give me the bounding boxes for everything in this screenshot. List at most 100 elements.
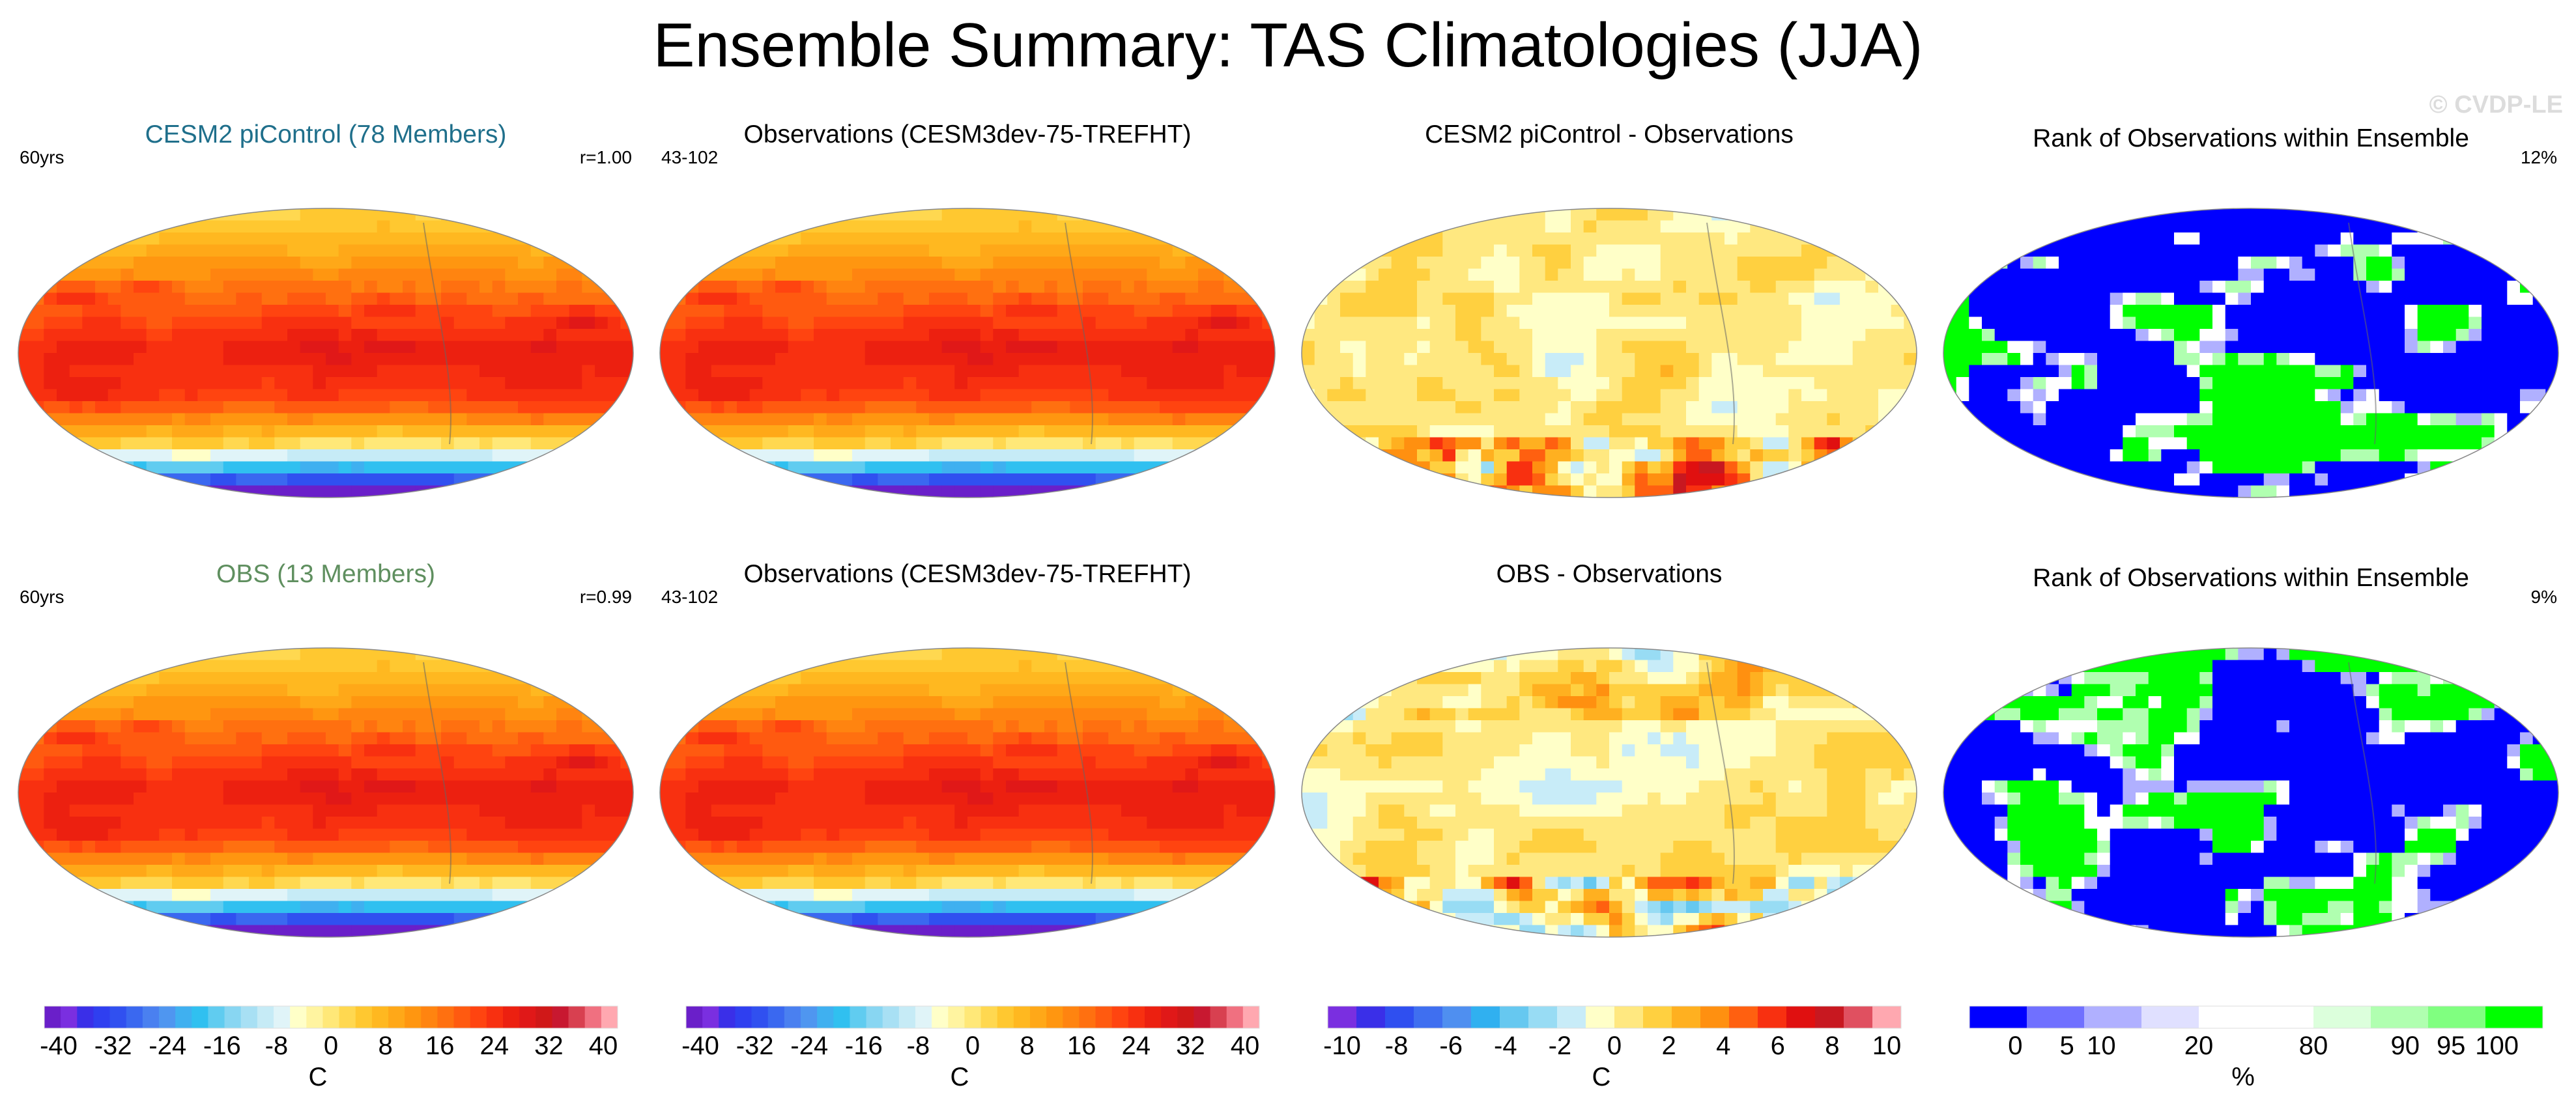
map-cell (249, 437, 263, 450)
map-cell (941, 244, 955, 257)
map-cell (1404, 268, 1418, 281)
map-cell (403, 413, 416, 426)
map-cell (2353, 389, 2367, 402)
map-cell (1763, 389, 1777, 402)
map-cell (1558, 377, 1571, 390)
map-cell (1969, 425, 1982, 438)
map-cell (107, 473, 121, 486)
map-cell (2110, 389, 2123, 402)
map-cell (1481, 244, 1495, 257)
map-cell (441, 425, 455, 438)
map-cell (2482, 353, 2495, 366)
map-cell (1635, 281, 1648, 294)
map-cell (954, 329, 968, 342)
map-cell (1865, 208, 1879, 221)
map-cell (2532, 232, 2546, 246)
map-cell (2186, 437, 2200, 450)
map-cell (2097, 305, 2111, 318)
map-cell (1673, 257, 1687, 270)
map-cell (2212, 305, 2226, 318)
map-cell (852, 316, 866, 330)
map-cell (403, 316, 416, 330)
map-cell (69, 672, 83, 685)
map-cell (69, 353, 83, 366)
map-cell (2353, 425, 2367, 438)
map-cell (1262, 244, 1275, 257)
map-cell (1814, 292, 1827, 305)
map-cell (2507, 341, 2521, 354)
map-cell (1788, 461, 1802, 474)
map-cell (1775, 437, 1789, 450)
map-cell (184, 232, 198, 246)
map-cell (453, 437, 467, 450)
map-cesm2-minus-obs (1301, 208, 1917, 498)
map-cell (698, 413, 712, 426)
map-cell (338, 660, 352, 673)
map-cell (903, 473, 917, 486)
map-cell (1673, 413, 1687, 426)
map-cell (582, 461, 595, 474)
map-cell (2148, 425, 2162, 438)
map-cell (453, 672, 467, 685)
map-cell (1147, 244, 1160, 257)
map-cell (134, 732, 147, 745)
map-cell (1763, 316, 1777, 330)
map-cell (2110, 281, 2123, 294)
map-cell (775, 377, 789, 390)
map-cell (107, 244, 121, 257)
map-cell (1121, 208, 1135, 221)
map-cell (2494, 208, 2508, 221)
map-cell (1686, 281, 1700, 294)
map-cell (1571, 268, 1584, 281)
map-cell (2545, 208, 2558, 221)
map-cell (1108, 401, 1122, 414)
map-cell (582, 449, 595, 462)
map-cell (607, 437, 621, 450)
map-cell (1057, 353, 1070, 366)
map-cell (737, 353, 751, 366)
map-cell (1468, 281, 1481, 294)
map-cell (2405, 389, 2418, 402)
map-cell (172, 377, 186, 390)
map-cell (2482, 401, 2495, 414)
map-cell (146, 660, 160, 673)
map-cell (95, 696, 109, 709)
map-cell (1686, 365, 1700, 378)
map-cell (2417, 257, 2431, 270)
map-cell (980, 401, 994, 414)
map-cell (1366, 389, 1379, 402)
map-cell (1314, 341, 1328, 354)
map-cell (2276, 232, 2290, 246)
map-cell (711, 389, 724, 402)
map-cell (1262, 437, 1275, 450)
map-cell (941, 437, 955, 450)
map-cell (249, 316, 263, 330)
map-cell (441, 708, 455, 721)
map-cell (1044, 257, 1058, 270)
map-cell (929, 220, 943, 233)
map-cell (1982, 316, 1996, 330)
map-cell (466, 696, 480, 709)
map-cell (2276, 281, 2290, 294)
map-cell (287, 341, 301, 354)
map-cell (184, 329, 198, 342)
map-cell (1494, 232, 1508, 246)
map-cell (261, 268, 275, 281)
map-cell (1237, 341, 1250, 354)
map-cell (1442, 437, 1456, 450)
map-cell (505, 316, 519, 330)
map-cell (1982, 389, 1996, 402)
map-cell (1160, 316, 1173, 330)
map-cell (2417, 353, 2431, 366)
map-cell (223, 696, 236, 709)
map-cell (865, 461, 878, 474)
map-cell (518, 220, 532, 233)
map-cell (685, 329, 699, 342)
map-cell (69, 281, 83, 294)
map-cell (1622, 425, 1635, 438)
map-cell (479, 413, 493, 426)
map-cell (1737, 257, 1751, 270)
map-cell (839, 268, 853, 281)
map-cell (839, 473, 853, 486)
map-cell (2174, 232, 2188, 246)
